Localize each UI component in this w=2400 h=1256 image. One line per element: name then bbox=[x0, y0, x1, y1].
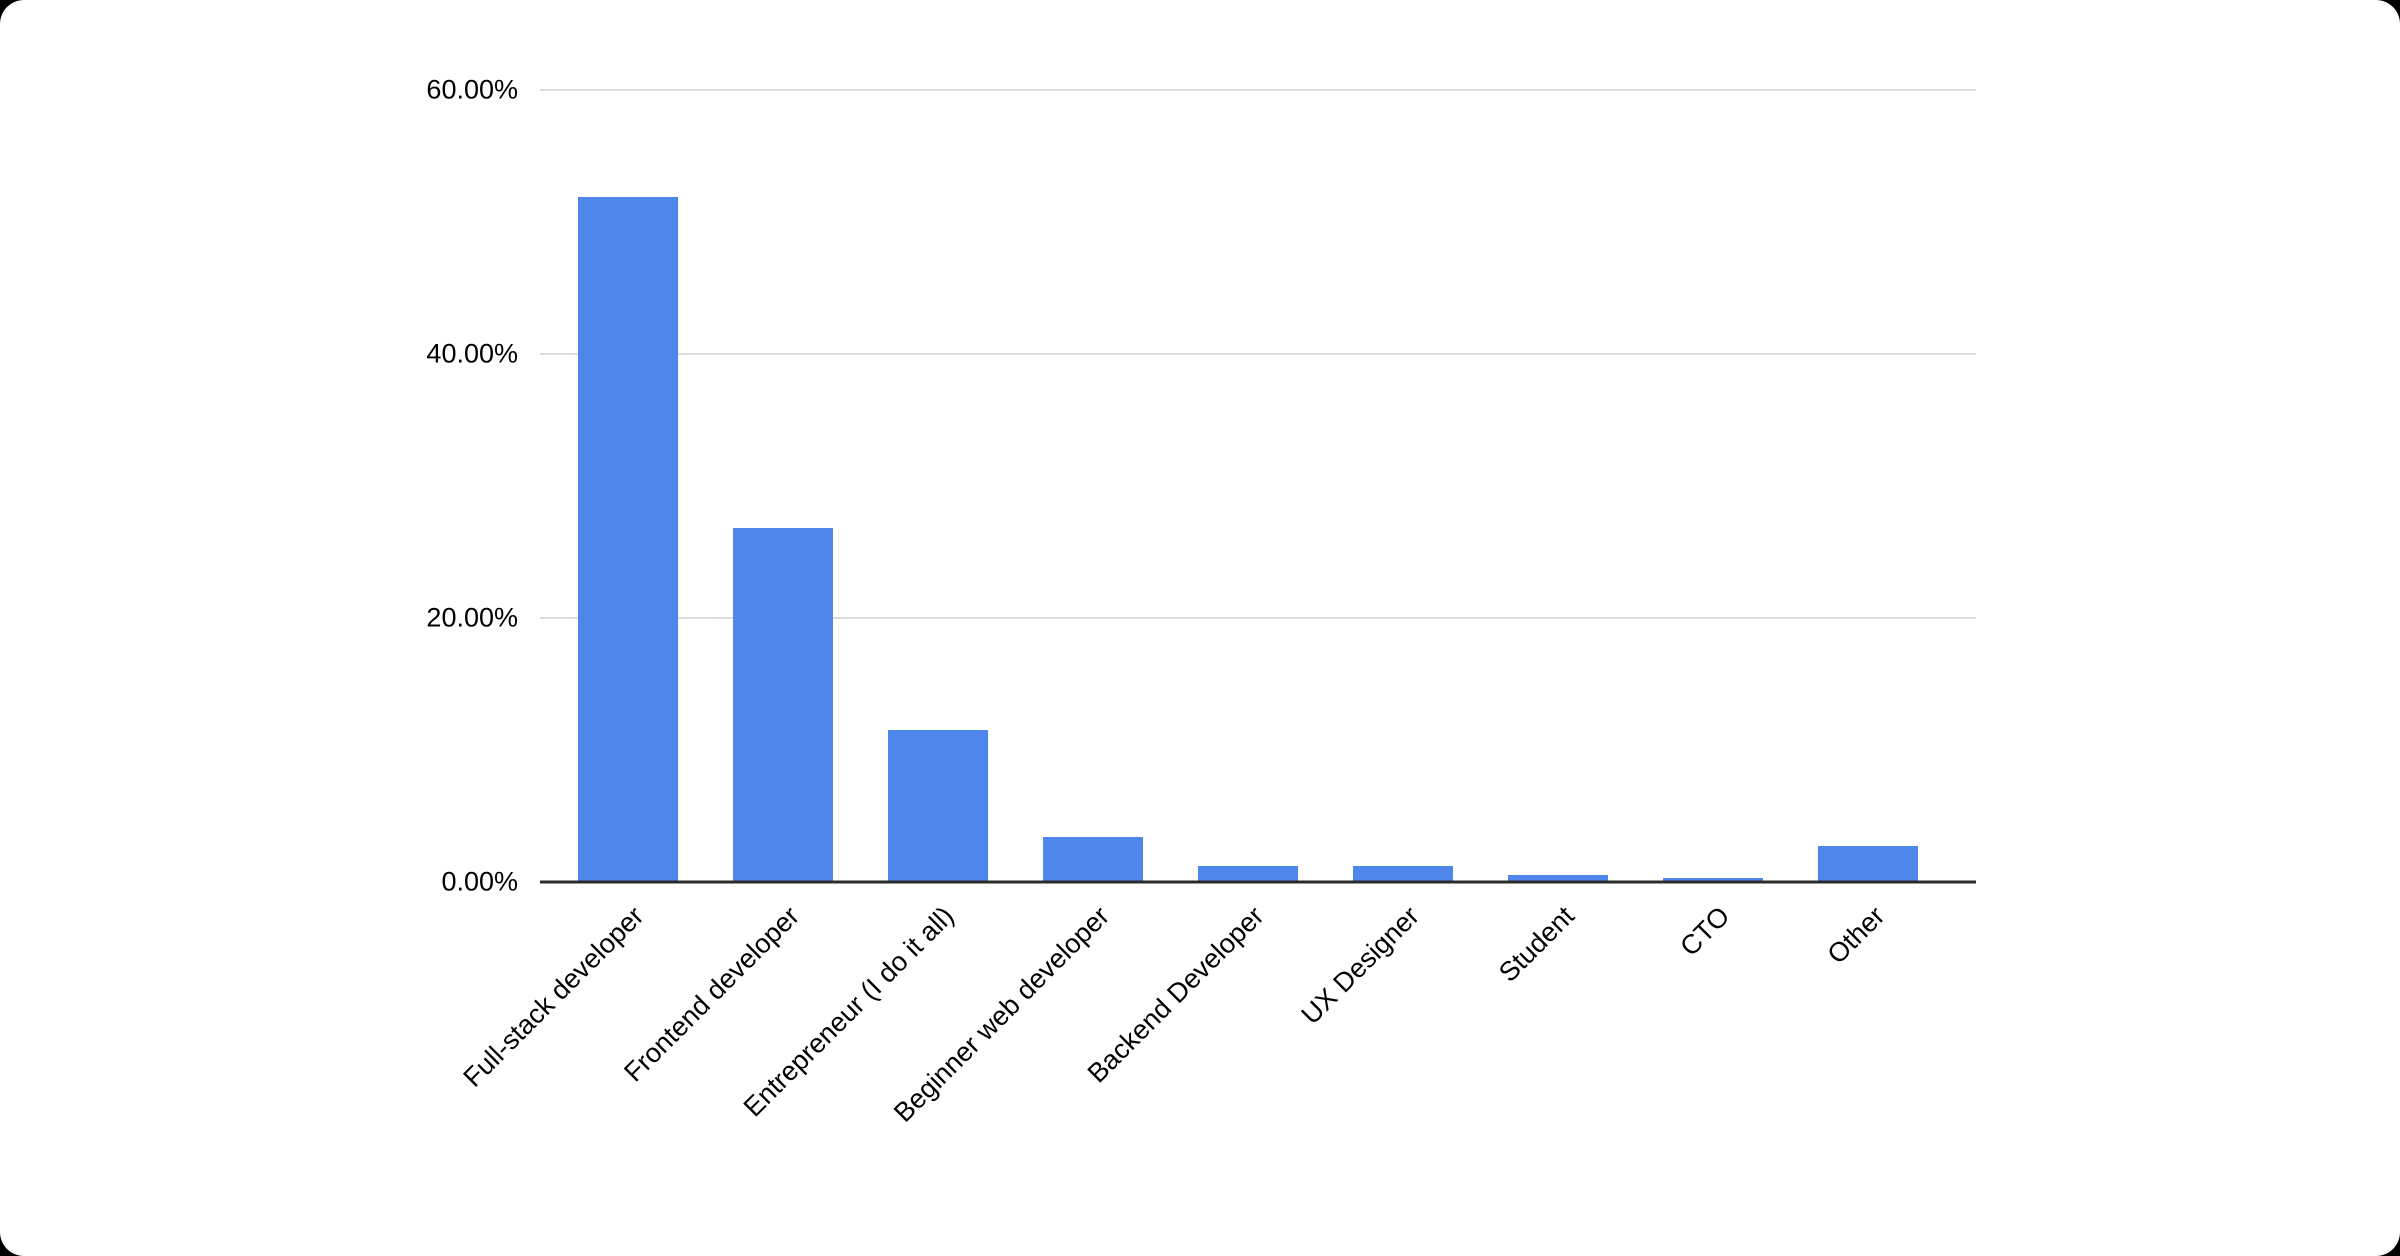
plot-area: Full-stack developer Frontend developer En… bbox=[426, 76, 1976, 1128]
gridline bbox=[540, 89, 1976, 91]
x-slot: Backend Developer bbox=[1082, 882, 1325, 1212]
x-slot: Student bbox=[1481, 882, 1636, 1212]
bar bbox=[577, 196, 678, 882]
bar-slot bbox=[1326, 90, 1481, 882]
x-axis-category-label: Other bbox=[1821, 900, 1891, 970]
bar-slot bbox=[1481, 90, 1636, 882]
bar bbox=[887, 730, 988, 882]
x-slot: CTO bbox=[1636, 882, 1791, 1212]
y-axis-tick-label: 0.00% bbox=[441, 866, 518, 897]
bar-slot bbox=[1791, 90, 1946, 882]
x-axis-category-label: CTO bbox=[1674, 900, 1736, 962]
bar bbox=[732, 528, 833, 882]
bar-slot bbox=[860, 90, 1015, 882]
y-axis-tick-label: 40.00% bbox=[426, 338, 518, 369]
gridline bbox=[540, 617, 1976, 620]
y-axis-tick-label: 60.00% bbox=[426, 74, 518, 105]
bar bbox=[1353, 866, 1454, 882]
y-axis-tick-label: 20.00% bbox=[426, 602, 518, 633]
x-slot: UX Designer bbox=[1296, 882, 1481, 1212]
bar bbox=[1508, 875, 1609, 882]
bar-slot bbox=[1015, 90, 1170, 882]
bar-slot bbox=[705, 90, 860, 882]
bars-container bbox=[550, 90, 1946, 882]
bar-slot bbox=[550, 90, 705, 882]
x-slot: Entrepreneur (I do it all) bbox=[738, 882, 1015, 1212]
gridline bbox=[540, 353, 1976, 356]
bar-slot bbox=[1636, 90, 1791, 882]
bar bbox=[1818, 846, 1919, 882]
x-slot: Other bbox=[1791, 882, 1946, 1212]
x-slot: Frontend developer bbox=[618, 882, 860, 1212]
bar bbox=[1042, 837, 1143, 882]
bar bbox=[1197, 866, 1298, 882]
x-axis-labels: Full-stack developer Frontend developer En… bbox=[457, 882, 1946, 1212]
bar bbox=[1663, 878, 1764, 882]
bar-slot bbox=[1170, 90, 1325, 882]
x-slot: Beginner web developer bbox=[888, 882, 1170, 1212]
x-axis-category-label: Student bbox=[1493, 900, 1581, 988]
x-axis-line bbox=[540, 880, 1976, 884]
